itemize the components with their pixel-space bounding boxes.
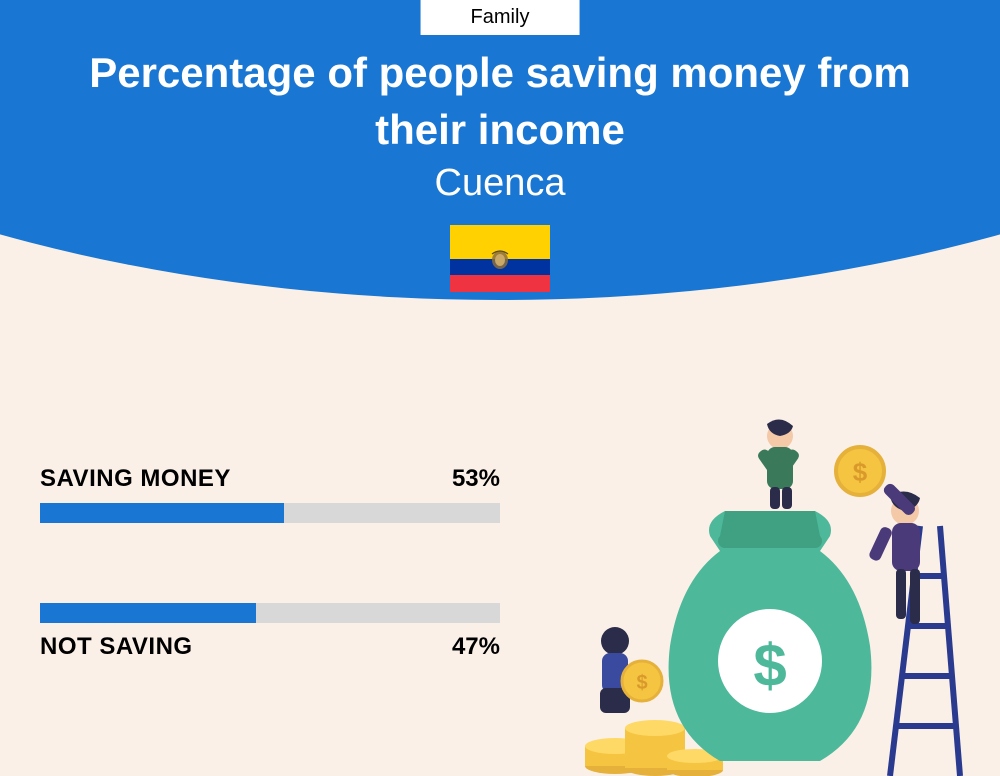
savings-illustration: $ $ $: [560, 416, 980, 776]
country-flag: [450, 225, 550, 292]
person-top-icon: [756, 419, 801, 509]
page-subtitle: Cuenca: [0, 162, 1000, 205]
money-bag-icon: $: [669, 511, 872, 761]
flag-emblem-icon: [487, 246, 513, 272]
bar-label: SAVING MONEY: [40, 465, 231, 493]
bar-label: NOT SAVING: [40, 633, 193, 661]
bar-header: NOT SAVING 47%: [40, 633, 500, 661]
bars-container: SAVING MONEY 53% NOT SAVING 47%: [40, 465, 500, 741]
bar-saving-money: SAVING MONEY 53%: [40, 465, 500, 523]
bar-fill: [40, 603, 256, 623]
bar-value: 53%: [452, 465, 500, 493]
bar-value: 47%: [452, 633, 500, 661]
bar-track: [40, 603, 500, 623]
bar-fill: [40, 503, 284, 523]
flag-stripe-red: [450, 275, 550, 292]
svg-text:$: $: [753, 632, 786, 699]
category-tag: Family: [421, 0, 580, 35]
svg-text:$: $: [853, 457, 868, 487]
bar-track: [40, 503, 500, 523]
page-title: Percentage of people saving money from t…: [0, 45, 1000, 158]
bar-not-saving: NOT SAVING 47%: [40, 603, 500, 661]
person-sitting-icon: $: [600, 627, 662, 713]
bar-header: SAVING MONEY 53%: [40, 465, 500, 493]
svg-text:$: $: [636, 672, 647, 694]
